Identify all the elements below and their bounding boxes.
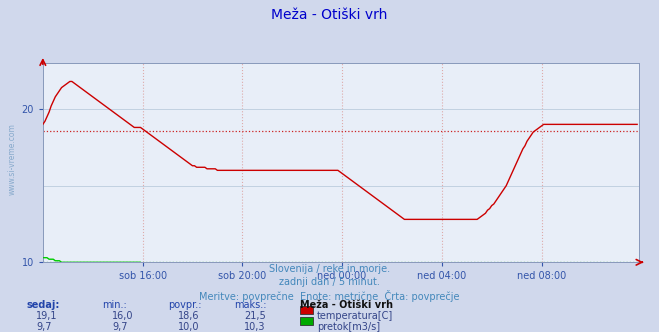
- Text: maks.:: maks.:: [234, 300, 266, 310]
- Text: 10,0: 10,0: [178, 322, 200, 332]
- Text: www.si-vreme.com: www.si-vreme.com: [8, 124, 17, 195]
- Text: 9,7: 9,7: [36, 322, 52, 332]
- Text: pretok[m3/s]: pretok[m3/s]: [317, 322, 380, 332]
- Text: 18,6: 18,6: [178, 311, 200, 321]
- Text: temperatura[C]: temperatura[C]: [317, 311, 393, 321]
- Text: Meritve: povprečne  Enote: metrične  Črta: povprečje: Meritve: povprečne Enote: metrične Črta:…: [199, 290, 460, 302]
- Text: 16,0: 16,0: [112, 311, 134, 321]
- Text: zadnji dan / 5 minut.: zadnji dan / 5 minut.: [279, 277, 380, 287]
- Text: 9,7: 9,7: [112, 322, 128, 332]
- Text: Meža - Otiški vrh: Meža - Otiški vrh: [300, 300, 393, 310]
- Text: Meža - Otiški vrh: Meža - Otiški vrh: [272, 8, 387, 22]
- Text: sedaj:: sedaj:: [26, 300, 60, 310]
- Text: 21,5: 21,5: [244, 311, 266, 321]
- Text: Slovenija / reke in morje.: Slovenija / reke in morje.: [269, 264, 390, 274]
- Text: povpr.:: povpr.:: [168, 300, 202, 310]
- Text: min.:: min.:: [102, 300, 127, 310]
- Text: 10,3: 10,3: [244, 322, 266, 332]
- Text: 19,1: 19,1: [36, 311, 58, 321]
